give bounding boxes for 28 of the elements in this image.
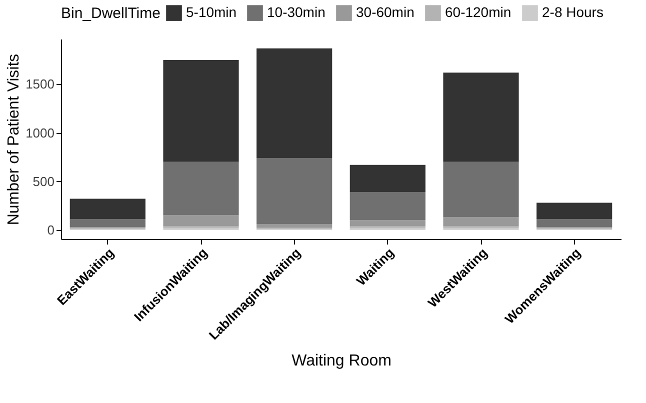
- bar: [443, 217, 519, 226]
- y-tick-label: 0: [47, 222, 54, 238]
- x-axis-title: Waiting Room: [292, 352, 392, 370]
- bar: [536, 202, 612, 220]
- y-tick-label: 500: [32, 174, 54, 189]
- y-tick-label: 1500: [26, 76, 54, 92]
- bar: [70, 198, 146, 220]
- bar: [163, 162, 239, 216]
- legend-label: 60-120min: [445, 4, 512, 20]
- bar: [350, 164, 426, 192]
- legend-label: 10-30min: [267, 4, 326, 20]
- legend-label: 2-8 Hours: [542, 4, 604, 20]
- bar: [256, 224, 332, 228]
- y-axis-title: Number of Patient Visits: [6, 54, 23, 226]
- bar: [163, 60, 239, 162]
- legend-label: 30-60min: [356, 4, 414, 20]
- legend-label: 5-10min: [186, 4, 237, 20]
- y-tick-label: 1000: [26, 125, 54, 140]
- bar: [536, 219, 612, 227]
- bar: [163, 215, 239, 226]
- bar: [350, 220, 426, 226]
- bar: [443, 162, 519, 218]
- bar: [256, 48, 332, 158]
- bar: [256, 158, 332, 224]
- bar: [443, 72, 519, 162]
- bar: [70, 219, 146, 227]
- legend-title: Bin_DwellTime: [61, 5, 160, 22]
- bar: [350, 192, 426, 220]
